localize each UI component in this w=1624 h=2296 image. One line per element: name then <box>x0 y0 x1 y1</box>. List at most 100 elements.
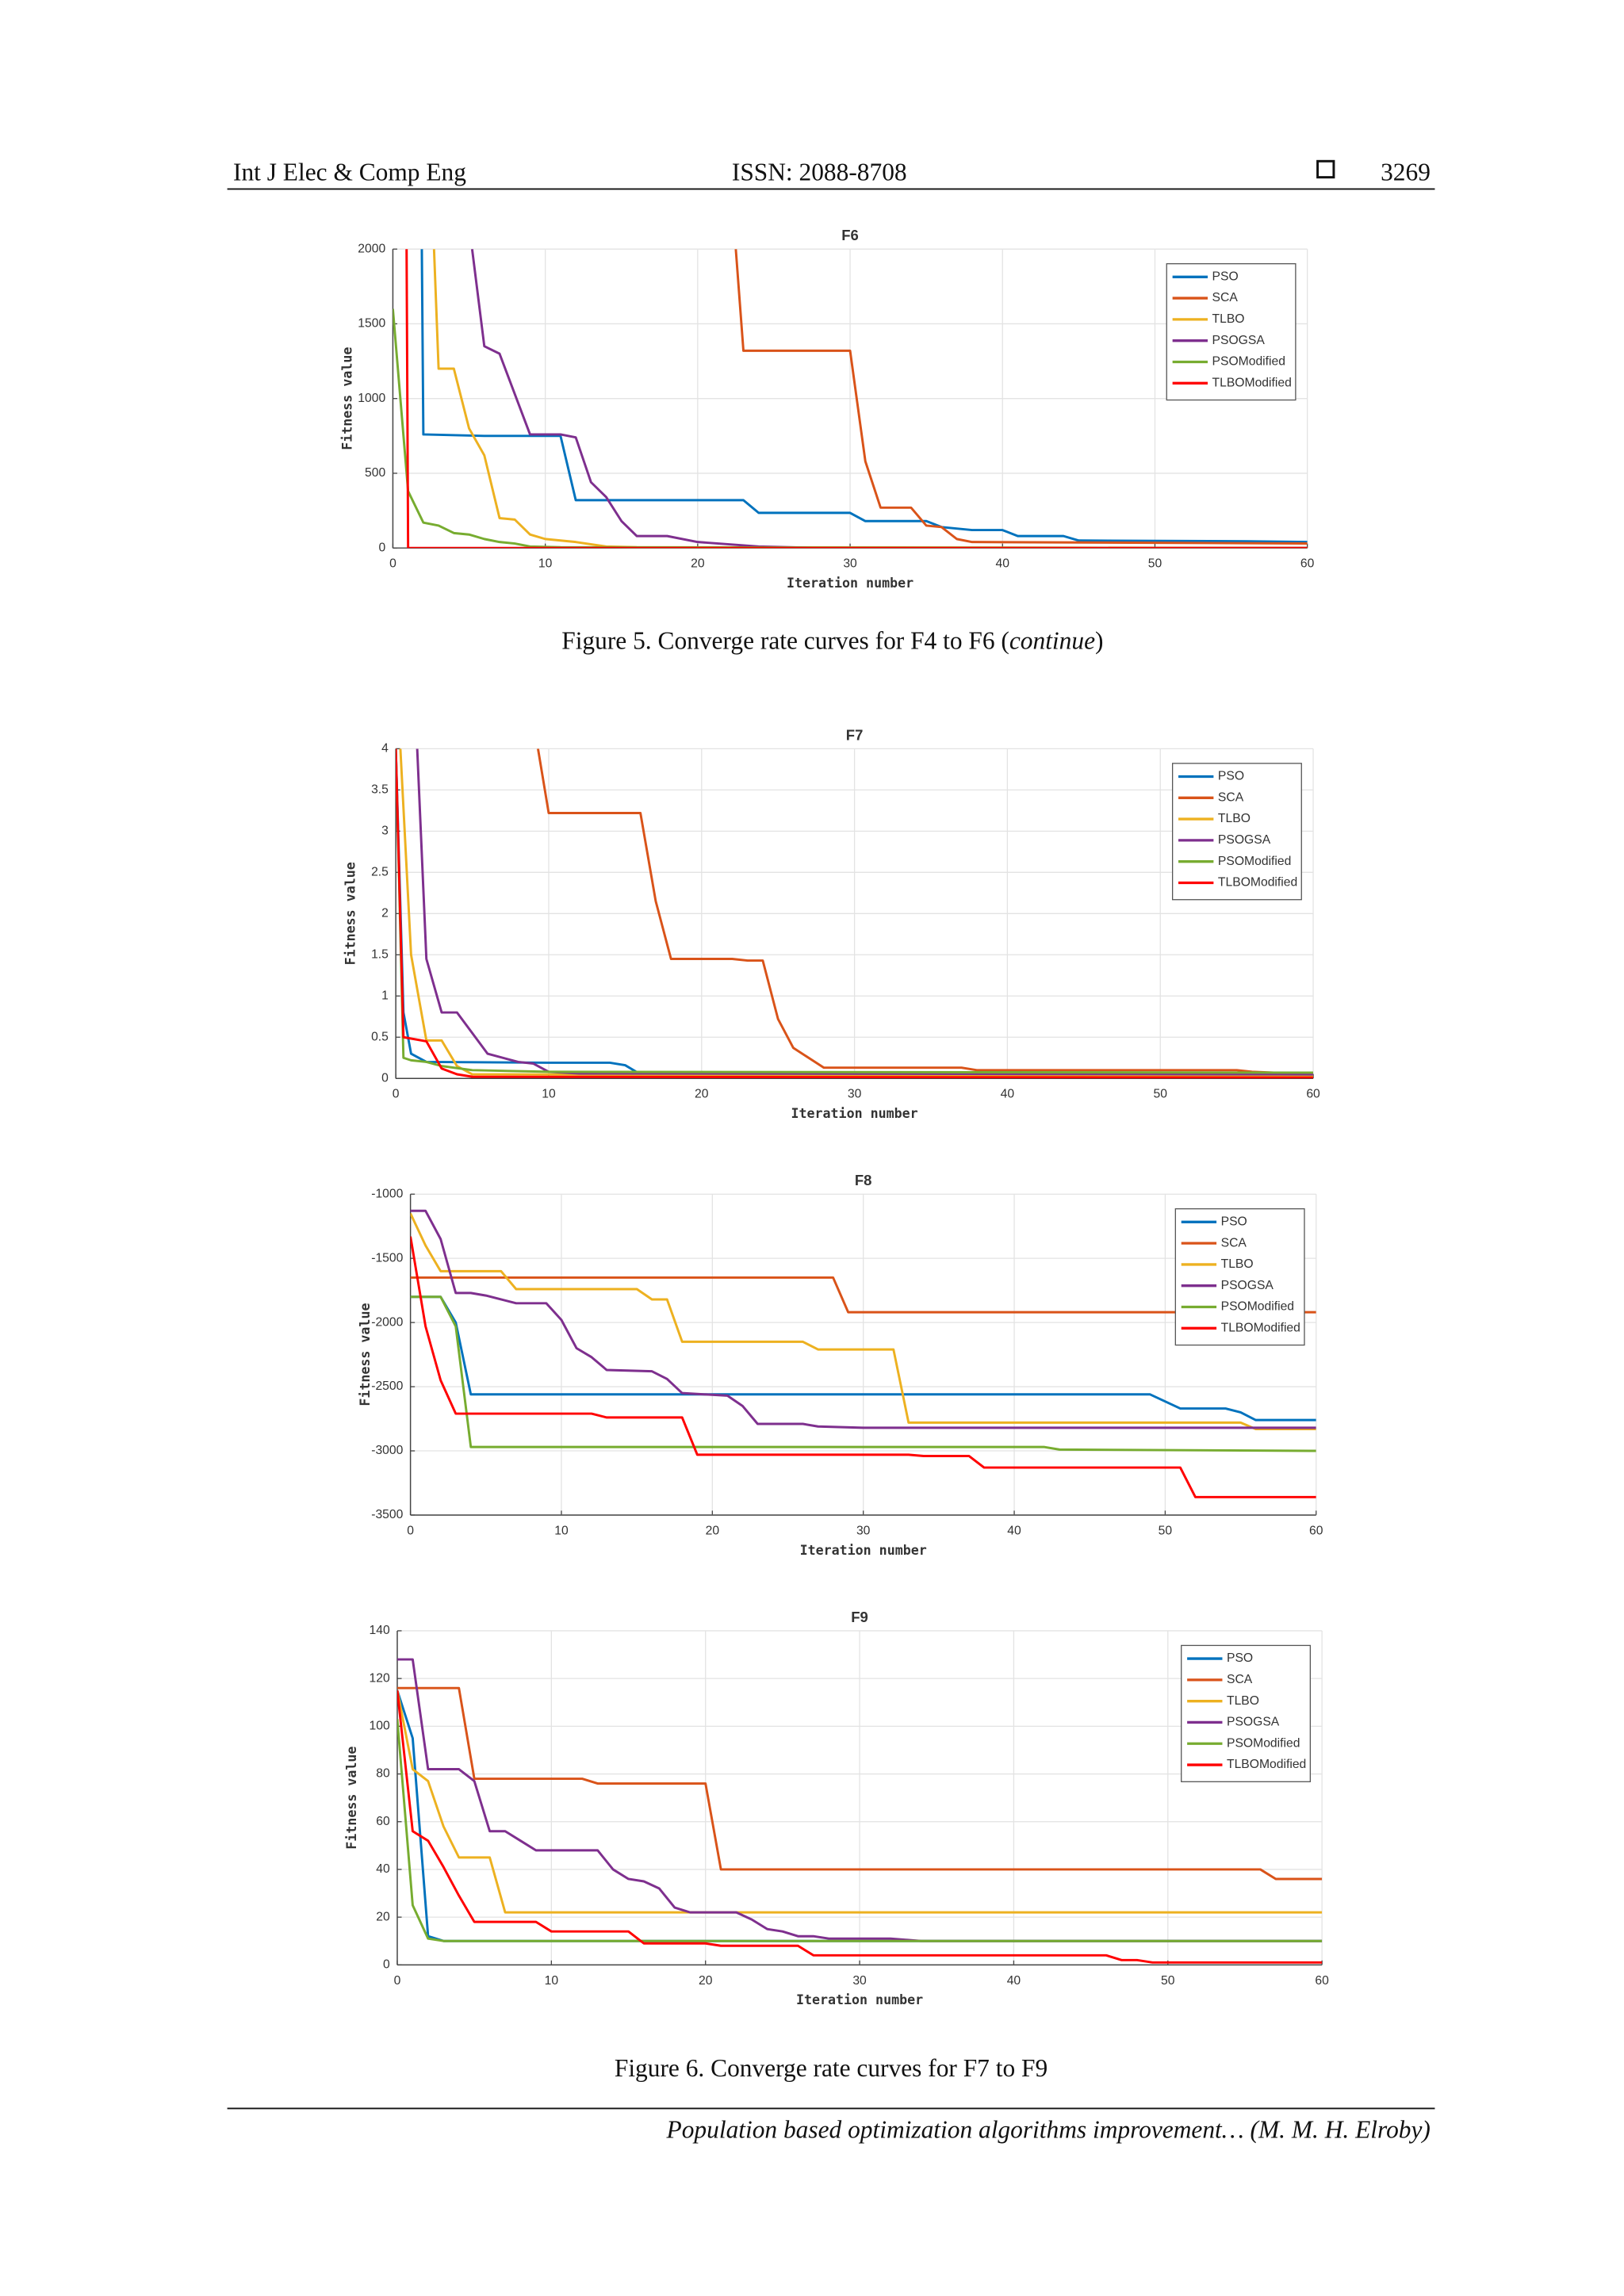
series-group <box>393 249 1308 549</box>
y-axis-label: Fitness value <box>358 1303 373 1406</box>
journal-name: Int J Elec & Comp Eng <box>233 158 466 186</box>
series-line <box>470 249 1308 549</box>
series-line <box>396 1686 1323 1881</box>
legend-label: SCA <box>1221 1236 1247 1249</box>
chart: 0 10 20 30 40 50 60 0 20 40 60 80 100 120 140 F9 Iterati… <box>344 1609 1329 2007</box>
y-tick-label: 80 <box>376 1767 390 1781</box>
series-group <box>410 1209 1316 1498</box>
legend-box <box>1171 763 1302 901</box>
y-tick-label: 0 <box>378 541 385 554</box>
legend-label: PSOModified <box>1221 1300 1294 1314</box>
chart-title: F6 <box>841 227 859 243</box>
series-group <box>396 748 1314 1079</box>
y-tick-label: 2 <box>381 906 389 920</box>
legend-label: SCA <box>1212 291 1239 304</box>
x-tick-label: 10 <box>542 1088 556 1101</box>
legend-label: PSOGSA <box>1218 833 1271 847</box>
y-axis-label: Fitness value <box>343 862 358 965</box>
x-tick-label: 40 <box>1001 1088 1015 1101</box>
series-line <box>396 748 1314 1079</box>
series-line <box>410 1276 1316 1314</box>
legend-label: PSOModified <box>1227 1736 1300 1750</box>
y-tick-label: 3.5 <box>371 783 389 797</box>
y-tick-label: 140 <box>370 1624 390 1637</box>
x-tick-label: 0 <box>389 557 396 571</box>
y-tick-label: 2.5 <box>371 865 389 878</box>
chart-title: F9 <box>851 1609 868 1625</box>
y-tick-label: 1500 <box>358 317 385 331</box>
x-tick-label: 0 <box>407 1524 414 1537</box>
x-tick-label: 30 <box>852 1974 867 1988</box>
legend-label: TLBOModified <box>1218 876 1297 890</box>
x-tick-label: 20 <box>691 557 705 571</box>
chart: 0 10 20 30 40 50 60 0 0.5 1 1.5 2 2.5 3 3.5 4 F7 Iteratio… <box>343 726 1320 1121</box>
series-line <box>396 1719 1323 1942</box>
y-tick-label: 40 <box>376 1862 390 1876</box>
x-tick-label: 60 <box>1300 557 1315 571</box>
y-tick-label: -1500 <box>371 1251 403 1265</box>
y-tick-label: 0.5 <box>371 1030 389 1043</box>
legend-label: TLBOModified <box>1212 376 1292 389</box>
legend-label: PSO <box>1227 1651 1253 1665</box>
caption-text: ) <box>1095 627 1103 655</box>
x-tick-label: 30 <box>843 557 857 571</box>
legend-label: PSOGSA <box>1212 334 1266 347</box>
x-tick-label: 10 <box>545 1974 559 1988</box>
x-axis-label: Iteration number <box>787 576 914 591</box>
x-tick-label: 20 <box>699 1974 713 1988</box>
y-tick-label: 0 <box>383 1957 390 1971</box>
x-tick-label: 10 <box>554 1524 569 1537</box>
x-tick-label: 50 <box>1161 1974 1175 1988</box>
chart-title: F8 <box>855 1172 872 1188</box>
y-tick-label: 3 <box>381 824 389 837</box>
series-line <box>734 249 1308 545</box>
series-line <box>536 748 1314 1076</box>
x-tick-label: 40 <box>996 557 1010 571</box>
x-tick-label: 0 <box>393 1088 400 1101</box>
y-tick-label: 120 <box>370 1671 390 1685</box>
series-line <box>396 1658 1323 1942</box>
legend-label: TLBO <box>1212 312 1245 326</box>
y-tick-label: 60 <box>376 1815 390 1828</box>
legend-label: TLBOModified <box>1221 1321 1300 1334</box>
x-tick-label: 60 <box>1306 1088 1320 1101</box>
x-tick-label: 60 <box>1309 1524 1323 1537</box>
x-tick-label: 50 <box>1159 1524 1173 1537</box>
series-line <box>410 1212 1316 1430</box>
legend-label: SCA <box>1227 1673 1253 1686</box>
x-tick-label: 60 <box>1315 1974 1329 1988</box>
y-tick-label: -1000 <box>371 1187 403 1200</box>
y-tick-label: 2000 <box>358 242 385 255</box>
y-tick-label: 20 <box>376 1910 390 1923</box>
x-tick-label: 10 <box>538 557 553 571</box>
series-group <box>396 1658 1323 1964</box>
x-tick-label: 30 <box>848 1088 862 1101</box>
y-axis-label: Fitness value <box>344 1747 359 1850</box>
legend-label: PSOModified <box>1218 855 1291 868</box>
legend-label: PSO <box>1221 1215 1247 1228</box>
x-tick-label: 50 <box>1154 1088 1168 1101</box>
chart: 0 10 20 30 40 50 60 -3500 -3000 -2500 -2000 -1500 -1… <box>358 1172 1323 1558</box>
y-tick-label: 1000 <box>358 392 385 405</box>
legend-label: PSO <box>1218 770 1244 783</box>
y-tick-label: -3000 <box>371 1444 403 1457</box>
series-line <box>396 748 1314 1074</box>
y-tick-label: 500 <box>365 466 385 480</box>
figure-caption: Figure 6. Converge rate curves for F7 to… <box>615 2054 1048 2082</box>
series-line <box>410 1209 1316 1429</box>
y-tick-label: 4 <box>381 742 389 756</box>
legend-label: PSOGSA <box>1221 1279 1274 1292</box>
figure-caption: Figure 5. Converge rate curves for F4 to… <box>561 627 1103 655</box>
x-tick-label: 30 <box>856 1524 871 1537</box>
series-line <box>420 249 1308 544</box>
legend-label: TLBO <box>1218 812 1251 825</box>
issn: ISSN: 2088-8708 <box>732 158 907 186</box>
series-line <box>410 1295 1316 1452</box>
series-line <box>410 1236 1316 1498</box>
series-line <box>399 748 1314 1078</box>
x-axis-label: Iteration number <box>800 1543 927 1558</box>
x-tick-label: 0 <box>394 1974 401 1988</box>
x-axis-label: Iteration number <box>796 1992 923 2007</box>
